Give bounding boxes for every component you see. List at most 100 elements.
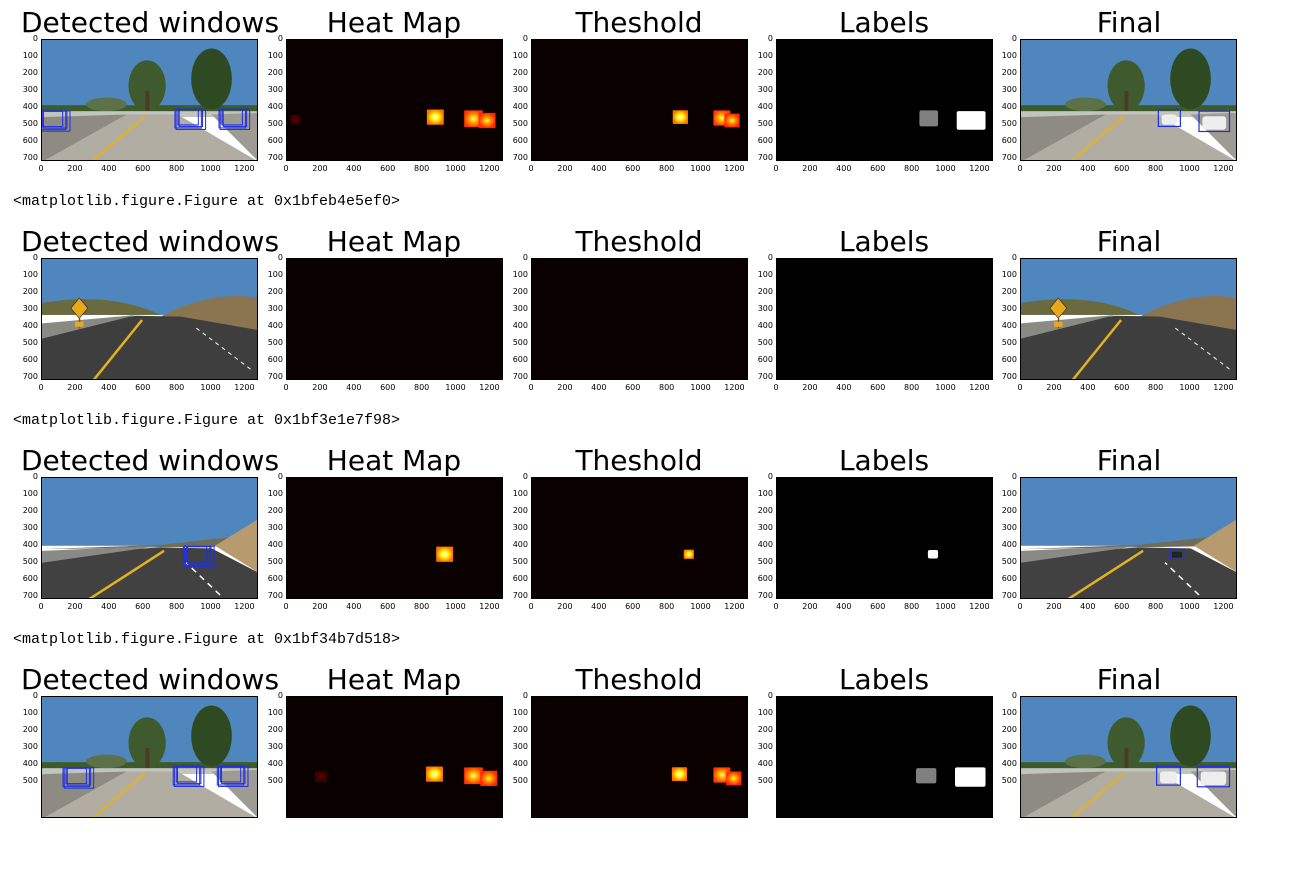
y-tick-label: 0 — [1011, 34, 1017, 43]
panel-title: Final — [1096, 225, 1162, 258]
x-tick-label: 1000 — [200, 383, 221, 392]
label-region — [919, 110, 939, 127]
y-tick-label: 700 — [22, 371, 38, 381]
y-tick-label: 600 — [22, 354, 38, 364]
y-tick-label: 500 — [267, 775, 283, 785]
y-tick-label: 300 — [22, 84, 38, 94]
x-tick-label: 1200 — [724, 164, 745, 173]
x-tick-label: 400 — [836, 164, 852, 173]
x-tick-label: 1000 — [690, 602, 711, 611]
x-tick-label: 400 — [591, 164, 607, 173]
sky — [42, 478, 257, 546]
y-tick-label: 0 — [277, 472, 283, 481]
x-tick-label: 0 — [773, 164, 779, 173]
bounding-box — [1198, 110, 1231, 133]
y-tick-label: 0 — [522, 253, 528, 262]
y-tick-label: 700 — [512, 590, 528, 600]
tree — [191, 48, 232, 110]
heat-blob — [426, 109, 444, 125]
labels-image — [777, 697, 992, 817]
x-tick-label: 1200 — [969, 602, 990, 611]
detected-windows-image — [42, 259, 257, 379]
panel-title: Theshold — [575, 444, 703, 477]
x-tick-label: 200 — [557, 383, 573, 392]
y-tick-label: 300 — [757, 84, 773, 94]
x-tick-label: 400 — [591, 602, 607, 611]
y-tick-label: 100 — [757, 269, 773, 279]
image-axes — [776, 258, 993, 380]
y-tick-label: 400 — [512, 101, 528, 111]
y-tick-label: 600 — [512, 573, 528, 583]
y-tick-label: 100 — [512, 50, 528, 60]
y-tick-label: 0 — [277, 253, 283, 262]
y-tick-label: 300 — [1001, 741, 1017, 751]
y-tick-label: 700 — [757, 371, 773, 381]
image-axes — [531, 696, 748, 818]
y-tick-label: 100 — [22, 488, 38, 498]
x-tick-label: 400 — [836, 602, 852, 611]
x-tick-label: 1000 — [200, 602, 221, 611]
y-tick-label: 0 — [767, 253, 773, 262]
labels-image — [777, 259, 992, 379]
x-tick-label: 600 — [380, 602, 396, 611]
x-tick-label: 200 — [557, 602, 573, 611]
heat-map-image — [287, 478, 502, 598]
y-tick-label: 300 — [757, 741, 773, 751]
x-tick-label: 800 — [168, 602, 185, 611]
detection-window-cluster — [62, 767, 95, 789]
heat-blob — [290, 115, 301, 125]
y-tick-label: 700 — [267, 371, 283, 381]
y-tick-label: 0 — [32, 472, 38, 481]
y-tick-label: 0 — [1011, 253, 1017, 262]
y-tick-label: 0 — [32, 691, 38, 700]
threshold-image — [532, 40, 747, 160]
y-tick-label: 200 — [757, 724, 773, 734]
y-tick-label: 700 — [512, 152, 528, 162]
panel-title: Labels — [838, 444, 930, 477]
y-tick-label: 200 — [757, 505, 773, 515]
heat-blob — [478, 112, 496, 129]
notebook-output: Detected windows 0 100 200 300 400 500 600 700 0 2… — [13, 8, 1237, 818]
y-tick-label: 100 — [512, 707, 528, 717]
hillside — [42, 299, 161, 315]
x-tick-label: 1200 — [479, 164, 500, 173]
x-tick-label: 600 — [135, 383, 151, 392]
heat-blob — [426, 766, 443, 782]
y-tick-label: 0 — [522, 472, 528, 481]
x-tick-label: 0 — [283, 164, 289, 173]
x-tick-label: 200 — [312, 164, 328, 173]
bounding-box — [1157, 108, 1181, 128]
hillside — [1021, 299, 1140, 315]
y-tick-label: 700 — [22, 590, 38, 600]
y-tick-label: 700 — [22, 152, 38, 162]
y-tick-label: 300 — [267, 522, 283, 532]
y-tick-label: 500 — [512, 337, 528, 347]
heat-blob — [683, 549, 694, 559]
heat-blob — [464, 110, 483, 128]
y-tick-label: 100 — [1001, 707, 1017, 717]
x-tick-label: 800 — [413, 164, 430, 173]
panel-title: Heat Map — [326, 444, 462, 477]
x-tick-label: 1000 — [1179, 602, 1200, 611]
y-tick-label: 400 — [757, 320, 773, 330]
x-tick-label: 1000 — [935, 602, 956, 611]
y-tick-label: 300 — [1001, 84, 1017, 94]
x-tick-label: 600 — [380, 383, 396, 392]
x-tick-label: 400 — [1080, 164, 1096, 173]
y-tick-label: 300 — [267, 741, 283, 751]
road — [1021, 547, 1236, 598]
y-tick-label: 600 — [22, 573, 38, 583]
x-tick-label: 600 — [1114, 602, 1130, 611]
y-tick-label: 200 — [22, 724, 38, 734]
y-tick-label: 600 — [22, 135, 38, 145]
x-tick-label: 0 — [773, 383, 779, 392]
y-tick-label: 0 — [767, 691, 773, 700]
image-axes — [1020, 696, 1237, 818]
x-tick-label: 200 — [312, 602, 328, 611]
threshold-image — [532, 259, 747, 379]
x-tick-label: 1200 — [724, 383, 745, 392]
road — [45, 114, 256, 160]
y-tick-label: 300 — [512, 741, 528, 751]
image-axes — [531, 477, 748, 599]
y-tick-label: 300 — [22, 741, 38, 751]
